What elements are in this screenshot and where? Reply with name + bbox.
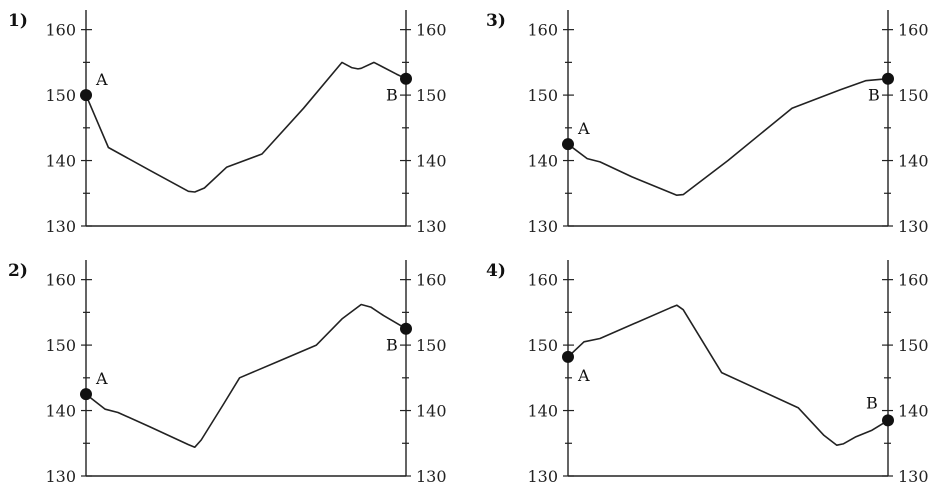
panel-4-left-tick-label: 140 <box>527 402 558 421</box>
panel-1-label: 1) <box>8 11 28 31</box>
panel-2-right-tick-label: 160 <box>416 271 447 290</box>
panel-4-left-tick-label: 130 <box>527 467 558 486</box>
panel-1-left-tick-label: 140 <box>45 152 76 171</box>
panel-1-right-tick-label: 130 <box>416 217 447 236</box>
panel-2-left-tick-label: 140 <box>45 402 76 421</box>
panel-1-point-a-label: A <box>95 70 108 89</box>
panel-2-point-b-label: B <box>386 336 398 355</box>
panel-3-right-tick-label: 160 <box>898 21 929 40</box>
panel-4-left-tick-label: 160 <box>527 271 558 290</box>
panel-2-label: 2) <box>8 261 28 281</box>
panel-1-point-b <box>400 72 412 85</box>
panel-4-left-tick-label: 150 <box>527 336 558 355</box>
panel-4-right-tick-label: 150 <box>898 336 929 355</box>
panel-4-point-a-label: A <box>577 366 590 385</box>
panel-4-right-tick-label: 130 <box>898 467 929 486</box>
panel-2-left-tick-label: 130 <box>45 467 76 486</box>
panel-3-point-b-label: B <box>868 86 880 105</box>
panel-3-point-b <box>882 72 894 85</box>
panel-4-label: 4) <box>486 261 506 281</box>
panel-3-point-a <box>562 138 574 151</box>
panel-2-right-tick-label: 150 <box>416 336 447 355</box>
panel-2-point-a <box>80 388 92 401</box>
panel-3-series-line <box>567 77 889 196</box>
panel-2-point-b <box>400 322 412 335</box>
panel-4-right-tick-label: 160 <box>898 271 929 290</box>
panel-2-left-tick-label: 150 <box>45 336 76 355</box>
panel-2-right-tick-label: 140 <box>416 402 447 421</box>
panel-3-left-tick-label: 140 <box>527 152 558 171</box>
panel-3-label: 3) <box>486 11 506 31</box>
panel-1-point-b-label: B <box>386 86 398 105</box>
panel-3-left-tick-label: 160 <box>527 21 558 40</box>
panel-4-point-a <box>562 350 574 363</box>
panel-3-right-tick-label: 150 <box>898 86 929 105</box>
panel-1-series-line <box>85 61 407 193</box>
panel-1-left-tick-label: 160 <box>45 21 76 40</box>
panel-3-right-tick-label: 140 <box>898 152 929 171</box>
panel-2-left-tick-label: 160 <box>45 271 76 290</box>
panel-1-right-tick-label: 160 <box>416 21 447 40</box>
panel-4-point-b <box>882 414 894 427</box>
panel-2-right-tick-label: 130 <box>416 467 447 486</box>
panel-3-right-tick-label: 130 <box>898 217 929 236</box>
panel-4-point-b-label: B <box>866 393 878 412</box>
panel-3-left-tick-label: 150 <box>527 86 558 105</box>
panel-1-right-tick-label: 140 <box>416 152 447 171</box>
panel-1-left-tick-label: 150 <box>45 86 76 105</box>
panel-2-point-a-label: A <box>95 369 108 388</box>
panel-3-point-a-label: A <box>577 119 590 138</box>
panel-3-left-tick-label: 130 <box>527 217 558 236</box>
panel-2-series-line <box>85 303 407 448</box>
panel-4-right-tick-label: 140 <box>898 402 929 421</box>
panel-1-point-a <box>80 89 92 102</box>
panel-1-left-tick-label: 130 <box>45 217 76 236</box>
panel-4-series-line <box>567 304 889 446</box>
panel-1-right-tick-label: 150 <box>416 86 447 105</box>
